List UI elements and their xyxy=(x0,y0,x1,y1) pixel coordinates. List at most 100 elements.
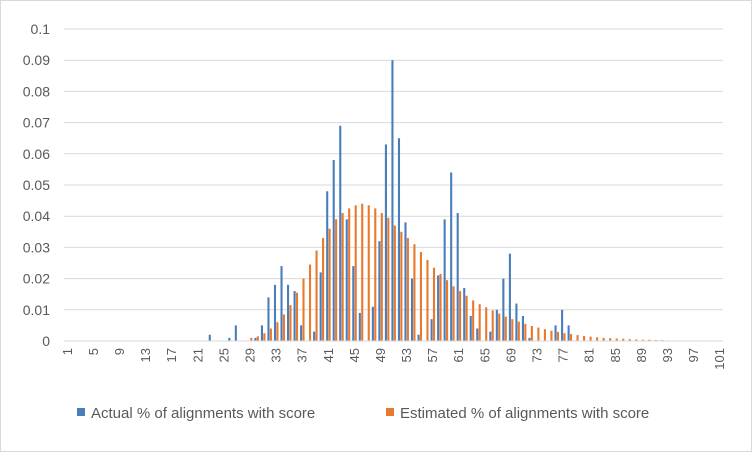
x-tick-label: 13 xyxy=(138,348,153,362)
bar-actual xyxy=(502,278,505,341)
bar-estimated xyxy=(282,314,285,341)
bar-actual xyxy=(208,334,211,341)
y-tick-label: 0.02 xyxy=(23,271,50,287)
bar-actual xyxy=(280,266,283,341)
x-tick-label: 17 xyxy=(164,348,179,362)
x-tick-label: 57 xyxy=(425,348,440,362)
bar-estimated xyxy=(524,323,527,341)
bar-actual xyxy=(495,309,498,341)
x-tick-label: 101 xyxy=(712,348,727,370)
bar-estimated xyxy=(498,313,501,341)
bar-estimated xyxy=(583,336,586,341)
x-tick-label: 41 xyxy=(321,348,336,362)
bar-estimated xyxy=(341,213,344,341)
y-tick-label: 0.01 xyxy=(23,302,50,318)
y-tick-label: 0.07 xyxy=(23,115,50,131)
bar-estimated xyxy=(380,213,383,341)
bar-estimated xyxy=(445,280,449,341)
x-tick-label: 89 xyxy=(634,348,649,362)
bar-actual xyxy=(228,337,231,341)
bar-actual xyxy=(456,213,459,341)
x-tick-label: 33 xyxy=(269,348,284,362)
x-tick-label: 77 xyxy=(556,348,571,362)
bar-estimated xyxy=(374,208,377,341)
bar-estimated xyxy=(256,336,259,341)
bar-actual xyxy=(443,219,446,341)
bar-estimated xyxy=(622,338,625,341)
bar-estimated xyxy=(387,217,390,341)
x-tick-label: 29 xyxy=(242,348,257,362)
bar-actual xyxy=(319,272,322,341)
x-tick-label: 73 xyxy=(530,348,545,362)
bar-actual xyxy=(300,325,303,341)
bar-estimated xyxy=(465,295,468,341)
bar-estimated xyxy=(569,334,573,341)
bar-actual xyxy=(339,125,342,341)
bar-actual xyxy=(326,191,329,341)
y-tick-label: 0.03 xyxy=(23,239,50,255)
bar-estimated xyxy=(537,327,540,341)
bar-actual xyxy=(521,316,524,341)
bar-actual xyxy=(417,334,420,341)
legend-label-actual: Actual % of alignments with score xyxy=(91,405,315,422)
bar-actual xyxy=(345,219,348,341)
bar-actual xyxy=(410,278,414,341)
bar-actual xyxy=(267,297,270,341)
x-tick-labels: 1 5 9 13 17 21 25 29 33 37 41 45 49 53 57 61 65 69 73 77 81 8… xyxy=(60,348,727,370)
bar-actual xyxy=(234,325,237,341)
bar-estimated xyxy=(609,338,612,341)
y-tick-label: 0.04 xyxy=(23,208,50,224)
bar-estimated xyxy=(426,259,429,341)
bar-estimated xyxy=(302,278,305,341)
bar-estimated xyxy=(419,252,422,341)
x-tick-label: 37 xyxy=(295,348,310,362)
bar-estimated xyxy=(459,291,462,341)
bar-estimated xyxy=(250,337,253,341)
x-tick-label: 81 xyxy=(582,348,597,362)
x-tick-label: 9 xyxy=(112,348,127,355)
y-tick-label: 0.05 xyxy=(23,177,50,193)
bar-estimated xyxy=(641,339,644,341)
bar-actual xyxy=(489,331,492,341)
bar-estimated xyxy=(367,205,370,341)
bar-actual xyxy=(397,138,401,341)
bar-estimated xyxy=(589,336,592,341)
bar-estimated xyxy=(556,331,560,341)
bar-estimated xyxy=(530,326,533,341)
bar-estimated xyxy=(563,333,566,341)
x-tick-label: 1 xyxy=(60,348,75,355)
bar-estimated xyxy=(472,300,475,341)
bar-actual xyxy=(430,319,433,341)
y-tick-label: 0 xyxy=(42,333,50,349)
y-tick-label: 0.09 xyxy=(23,52,50,68)
x-tick-label: 45 xyxy=(347,348,362,362)
bar-estimated xyxy=(361,203,364,341)
bar-actual xyxy=(567,325,570,341)
x-tick-label: 97 xyxy=(686,348,701,362)
x-tick-label: 53 xyxy=(399,348,414,362)
bar-actual xyxy=(313,331,316,341)
bar-estimated xyxy=(328,228,331,341)
x-tick-label: 65 xyxy=(477,348,492,362)
y-tick-label: 0.1 xyxy=(31,21,51,37)
bar-estimated xyxy=(263,333,266,341)
bar-actual xyxy=(391,60,394,341)
bar-estimated xyxy=(511,319,514,341)
x-tick-label: 69 xyxy=(503,348,518,362)
bar-estimated xyxy=(413,244,416,341)
y-tick-label: 0.06 xyxy=(23,146,50,162)
bar-estimated xyxy=(295,292,299,341)
bar-actual xyxy=(371,306,374,341)
legend-label-estimated: Estimated % of alignments with score xyxy=(400,405,649,422)
bar-actual xyxy=(437,275,440,341)
bar-estimated xyxy=(269,328,272,341)
bar-actual xyxy=(378,241,381,341)
bar-actual xyxy=(404,222,407,341)
bar-actual xyxy=(273,284,277,341)
bar-actual xyxy=(358,312,361,341)
bar-estimated xyxy=(400,231,403,341)
bar-estimated xyxy=(322,238,325,341)
bar-actual xyxy=(515,303,518,341)
bar-actual xyxy=(554,325,557,341)
